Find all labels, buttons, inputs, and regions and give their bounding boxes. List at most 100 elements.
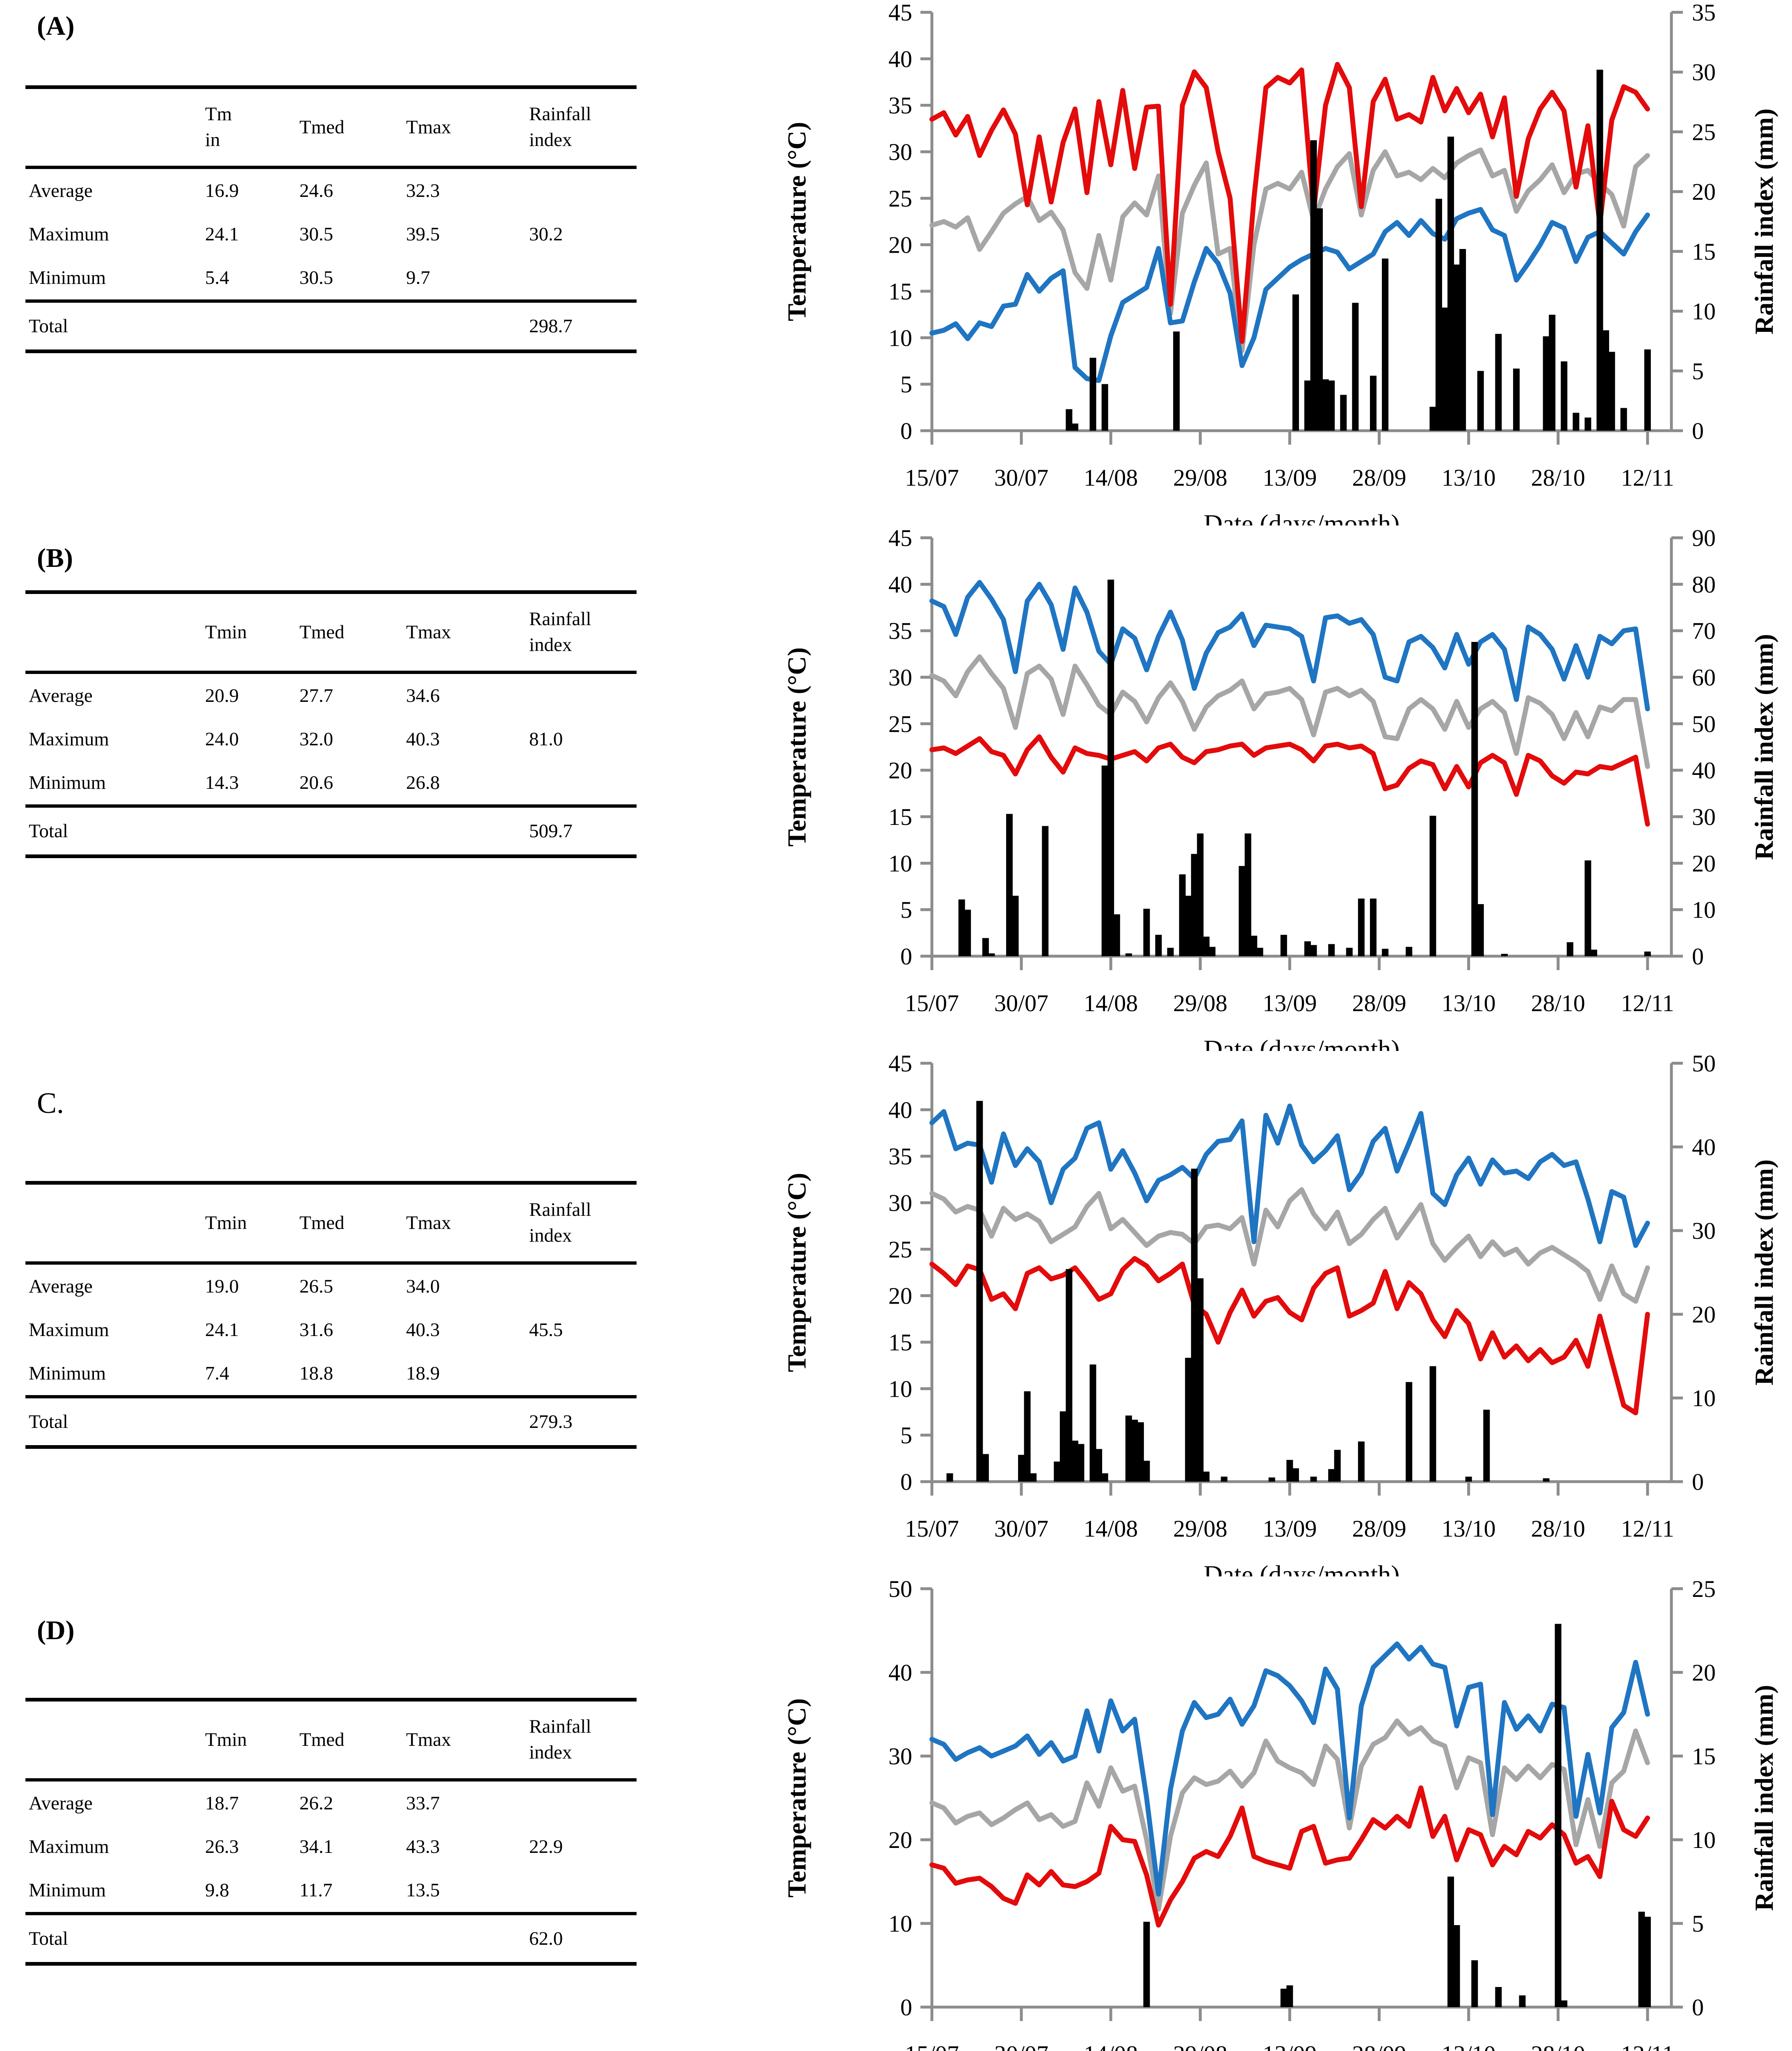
value-rainfall	[526, 256, 637, 301]
rainfall-bar	[1465, 1476, 1472, 1482]
rainfall-bar	[1280, 1989, 1287, 2007]
value-rainfall: 45.5	[529, 1319, 563, 1341]
value-rainfall: 22.9	[529, 1836, 563, 1857]
y-right-tick-label: 20	[1692, 1659, 1716, 1686]
y-right-tick-label: 35	[1692, 0, 1716, 26]
y-left-tick-label: 30	[888, 664, 912, 691]
y-left-tick-label: 10	[888, 850, 912, 877]
rainfall-bar	[1191, 854, 1198, 956]
y-left-tick-label: 0	[900, 943, 912, 970]
rainfall-bar	[1453, 1925, 1460, 2007]
header-tmed: Tmed	[296, 592, 403, 674]
x-tick-label: 14/08	[1084, 464, 1138, 491]
rainfall-bar	[1107, 580, 1114, 956]
axes: 0 5 10 15 20 25 30 35 40 45 0 10 20 30 40 50 15/07 30/07 1…	[888, 1051, 1716, 1542]
rainfall-bar	[1310, 1476, 1317, 1482]
table-row: Total 298.7	[25, 299, 637, 352]
rainfall-bar	[1328, 1469, 1335, 1482]
header-rainfall-index: Rainfall index	[526, 1183, 637, 1265]
rainfall-bar	[1310, 945, 1317, 956]
y-left-tick-label: 0	[900, 1469, 912, 1495]
value-tmin: 7.4	[205, 1362, 229, 1384]
rainfall-bar	[1143, 1461, 1150, 1482]
total-rainfall-value: 509.7	[526, 804, 637, 856]
panel-d-climate-table: Tmin Tmed Tmax Rainfall index Average 18.7 26.…	[25, 1698, 637, 1966]
y-left-tick-label: 30	[888, 1190, 912, 1216]
x-tick-label: 29/08	[1173, 2041, 1227, 2051]
x-tick-label: 13/10	[1442, 1515, 1496, 1542]
value-tmin: 5.4	[205, 267, 229, 288]
y-axis-left-title: Temperature (°C)	[782, 647, 811, 847]
rainfall-bar	[1239, 866, 1246, 956]
rainfall-bar	[1447, 1876, 1454, 2007]
x-tick-label: 14/08	[1084, 990, 1138, 1016]
y-left-tick-label: 40	[888, 1659, 912, 1686]
value-tmax: 34.6	[406, 685, 440, 706]
header-tmax: Tmax	[403, 87, 526, 169]
panel-d-chart: 0 10 20 30 40 50 0 5 10 15 20 25 15/07 30/07 14/08 29/0…	[782, 1576, 1778, 2051]
rainfall-bar	[1519, 1995, 1526, 2007]
x-tick-label: 15/07	[905, 2041, 959, 2051]
rainfall-bar	[988, 953, 995, 956]
x-tick-label: 28/10	[1531, 2041, 1585, 2051]
total-label: Total	[25, 1912, 202, 1964]
panel-a: (A) Tmin Tmed Tmax Rainfall index Average 16.…	[0, 0, 1792, 525]
table-row: Tmin Tmed Tmax Rainfall index	[25, 1699, 637, 1781]
value-rainfall	[526, 1263, 637, 1308]
table-row: Maximum 24.1 30.5 39.5 30.2	[25, 212, 637, 256]
table-row: Minimum 14.3 20.6 26.8	[25, 761, 637, 806]
row-label: Minimum	[29, 1879, 106, 1901]
rainfall-bar	[1382, 258, 1389, 431]
value-rainfall	[526, 1352, 637, 1397]
rainfall-bar	[1370, 898, 1377, 956]
table-row: Maximum 24.0 32.0 40.3 81.0	[25, 717, 637, 761]
x-tick-label: 29/08	[1173, 990, 1227, 1016]
rainfall-bar	[1596, 69, 1603, 431]
x-tick-label: 15/07	[905, 464, 959, 491]
value-tmin: 20.9	[205, 685, 239, 706]
y-right-tick-label: 80	[1692, 571, 1716, 598]
rainfall-bar	[1316, 208, 1323, 431]
y-left-tick-label: 40	[888, 1096, 912, 1123]
row-label: Average	[29, 685, 93, 706]
temperature-line-tmin	[929, 1256, 1650, 1416]
rainfall-bar	[1143, 909, 1150, 956]
y-left-tick-label: 35	[888, 1143, 912, 1170]
temperature-lines	[929, 580, 1650, 827]
panel-a-chart: 0 5 10 15 20 25 30 35 40 45 0 5 10 15 20 25 30 35 15/07 30/…	[782, 0, 1778, 525]
panel-d-label: (D)	[37, 1615, 75, 1645]
table-row: Minimum 5.4 30.5 9.7	[25, 256, 637, 301]
rainfall-bar	[1370, 375, 1377, 431]
row-label: Average	[29, 1792, 93, 1814]
x-tick-label: 30/07	[994, 464, 1048, 491]
table-row: Average 18.7 26.2 33.7	[25, 1780, 637, 1825]
rainfall-bar	[1435, 199, 1442, 431]
y-axis-left-title: Temperature (°C)	[782, 122, 811, 321]
row-label: Average	[29, 180, 93, 201]
rainfall-bar	[1286, 1460, 1293, 1482]
value-tmax: 40.3	[406, 728, 440, 750]
cell-empty	[296, 804, 403, 856]
table-row: Average 20.9 27.7 34.6	[25, 672, 637, 717]
y-axis-left-title: Temperature (°C)	[782, 1698, 811, 1898]
y-left-tick-label: 0	[900, 418, 912, 444]
rainfall-bars	[1066, 69, 1651, 431]
cell-empty	[296, 1395, 403, 1447]
y-right-tick-label: 50	[1692, 710, 1716, 737]
panel-d-right-column: 0 10 20 30 40 50 0 5 10 15 20 25 15/07 30/07 14/08 29/0…	[779, 1576, 1792, 2051]
rainfall-bar	[976, 1101, 983, 1482]
header-tmax: Tmax	[403, 1699, 526, 1781]
y-left-tick-label: 45	[888, 0, 912, 26]
x-tick-label: 28/09	[1352, 1515, 1406, 1542]
rainfall-bar	[1340, 395, 1347, 431]
x-tick-label: 13/09	[1262, 464, 1317, 491]
panel-b-left-column: (B) Tmin Tmed Tmax Rainfall index Average 20.…	[0, 525, 779, 1051]
rainfall-bar	[964, 909, 971, 956]
rainfall-bar	[1543, 1478, 1550, 1482]
table-row: Minimum 7.4 18.8 18.9	[25, 1352, 637, 1397]
y-right-tick-label: 0	[1692, 1994, 1704, 2021]
rainfall-bar	[1280, 934, 1287, 956]
rainfall-bar	[1543, 336, 1550, 431]
rainfall-bar	[1268, 1477, 1275, 1482]
temperature-line-tmed	[929, 147, 1650, 354]
